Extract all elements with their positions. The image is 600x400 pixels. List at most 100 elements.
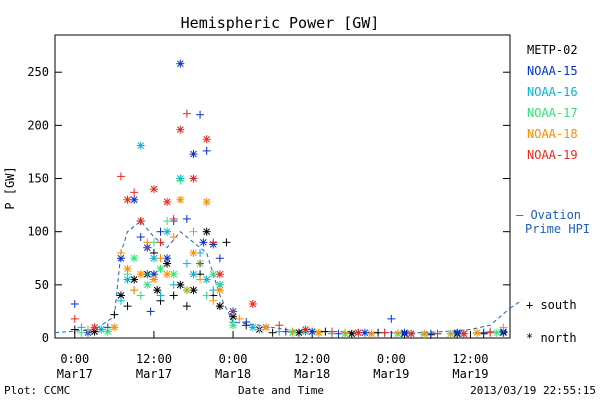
data-point (222, 238, 231, 247)
data-point (77, 328, 86, 337)
x-tick-date: Mar19 (373, 367, 409, 381)
data-point (130, 188, 139, 197)
y-tick-label: 50 (35, 278, 49, 292)
data-point (499, 323, 508, 332)
footer-plot-source: Plot: CCMC (4, 384, 70, 397)
data-point (288, 327, 297, 336)
y-tick-label: 0 (42, 331, 49, 345)
x-tick-date: Mar18 (215, 367, 251, 381)
data-point (202, 227, 211, 236)
legend-south: + south (526, 298, 577, 312)
data-point (136, 233, 145, 241)
data-point (176, 59, 185, 68)
data-point (301, 325, 310, 334)
data-point (347, 329, 356, 338)
data-point (169, 270, 178, 279)
x-tick-date: Mar17 (57, 367, 93, 381)
data-point (116, 291, 125, 300)
legend-item: METP-02 (527, 43, 578, 57)
y-tick-label: 100 (27, 225, 49, 239)
x-tick-date: Mar19 (452, 367, 488, 381)
data-point (209, 238, 218, 247)
data-point (189, 248, 198, 257)
data-point (70, 299, 79, 308)
data-point (473, 328, 482, 337)
data-point (116, 248, 125, 257)
legend-item: NOAA-16 (527, 85, 578, 99)
data-point (143, 243, 152, 252)
data-point (393, 328, 402, 337)
data-point (275, 321, 284, 330)
data-point (314, 328, 323, 337)
data-point (196, 259, 205, 268)
footer-timestamp: 2013/03/19 22:55:15 (470, 384, 596, 397)
data-point (499, 327, 508, 336)
data-point (387, 314, 396, 323)
chart-title: Hemispheric Power [GW] (181, 14, 380, 32)
ovation-series (54, 220, 523, 334)
data-point (123, 302, 132, 311)
data-point (156, 238, 165, 247)
data-point (229, 321, 238, 330)
data-point (176, 125, 185, 134)
y-axis-label: P [GW] (3, 166, 17, 209)
data-point (83, 325, 92, 334)
data-point (182, 259, 191, 268)
data-point (235, 314, 244, 323)
data-point (169, 214, 178, 223)
y-axis: 0 50 100 150 200 250 (27, 65, 510, 345)
data-point (149, 185, 158, 194)
data-point (255, 325, 264, 334)
data-point (420, 329, 429, 338)
data-point (149, 275, 158, 284)
data-point (202, 197, 211, 206)
legend-item: NOAA-18 (527, 127, 578, 141)
data-point (136, 270, 145, 279)
data-point (202, 135, 211, 144)
data-point (189, 150, 198, 159)
data-point (130, 254, 139, 263)
data-point (262, 323, 271, 332)
data-point (486, 328, 495, 337)
data-point (459, 329, 468, 338)
data-point (116, 296, 125, 305)
data-point (110, 323, 119, 332)
data-point (248, 323, 257, 332)
data-point (103, 327, 112, 336)
x-tick-time: 0:00 (377, 352, 406, 366)
x-tick-date: Mar18 (294, 367, 330, 381)
legend-north: * north (526, 331, 577, 345)
data-point (182, 214, 191, 223)
data-point (196, 110, 205, 119)
data-point (209, 270, 218, 279)
legend-ovation-line2: Prime HPI (525, 222, 590, 236)
x-tick-time: 12:00 (294, 352, 330, 366)
data-point (341, 328, 350, 337)
data-point (453, 328, 462, 337)
data-point (209, 296, 218, 305)
data-point (446, 329, 455, 338)
data-point (189, 227, 198, 236)
plot-frame (54, 34, 511, 339)
data-point (492, 328, 501, 337)
data-point (136, 141, 145, 150)
ovation-line (54, 220, 511, 334)
data-point (163, 259, 172, 268)
data-point (215, 302, 224, 311)
y-tick-label: 250 (27, 65, 49, 79)
data-point (196, 275, 205, 284)
data-point (176, 195, 185, 204)
data-point (380, 328, 389, 337)
data-point (215, 270, 224, 279)
data-point (123, 264, 132, 273)
data-point (97, 325, 106, 334)
data-point (169, 291, 178, 300)
x-axis: 0:00Mar1712:00Mar170:00Mar1812:00Mar180:… (57, 331, 488, 381)
data-point (308, 327, 317, 336)
data-point (367, 329, 376, 338)
data-point (433, 329, 442, 338)
data-point (182, 302, 191, 311)
x-axis-label: Date and Time (238, 384, 324, 397)
legend-item: NOAA-15 (527, 64, 578, 78)
